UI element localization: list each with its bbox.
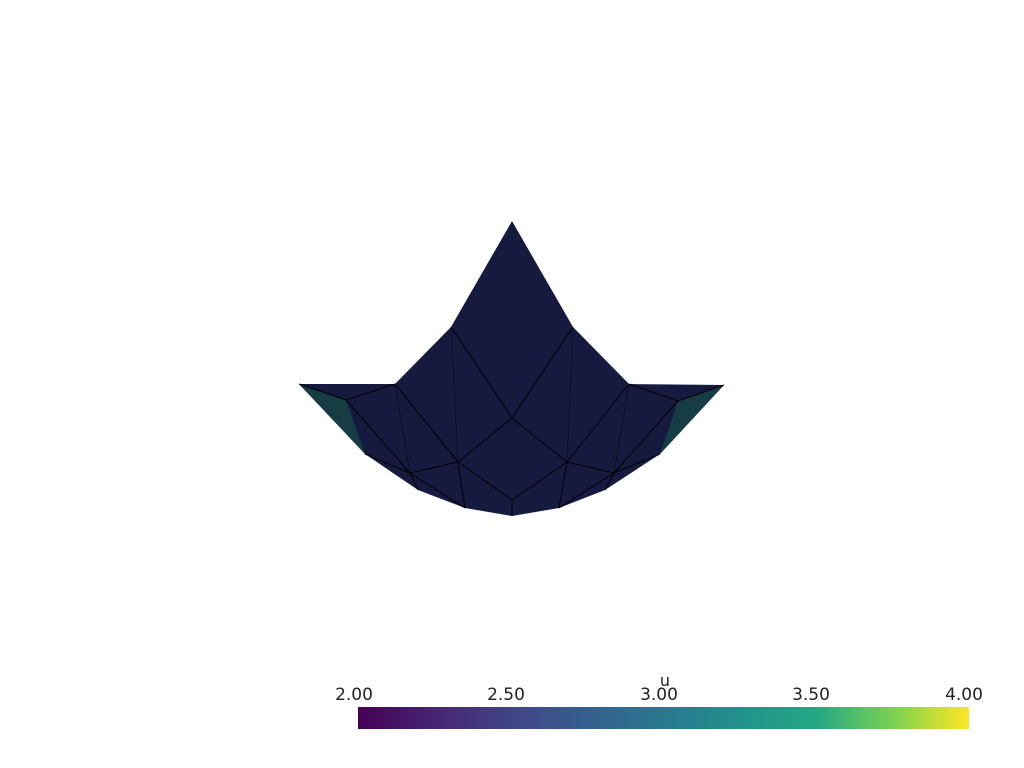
right-wing bbox=[660, 385, 724, 454]
surface-fill bbox=[299, 221, 724, 516]
colorbar-gradient bbox=[358, 707, 969, 729]
colorbar bbox=[358, 707, 969, 729]
colorbar-tick-label: 2.50 bbox=[487, 685, 525, 705]
colorbar-tick-label: 2.00 bbox=[335, 685, 373, 705]
left-wing bbox=[299, 384, 365, 454]
mesh-edges bbox=[298, 326, 725, 516]
colorbar-tick-label: 3.00 bbox=[640, 685, 678, 705]
colorbar-tick-label: 3.50 bbox=[792, 685, 830, 705]
colorbar-title: u bbox=[659, 671, 671, 690]
surface-mesh bbox=[298, 221, 725, 516]
colorbar-tick-label: 4.00 bbox=[945, 685, 983, 705]
